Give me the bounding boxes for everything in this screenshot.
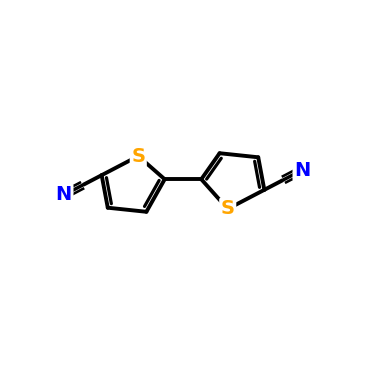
Text: S: S	[221, 199, 235, 218]
Text: S: S	[131, 147, 145, 166]
Text: N: N	[294, 161, 310, 180]
Text: N: N	[56, 185, 72, 204]
